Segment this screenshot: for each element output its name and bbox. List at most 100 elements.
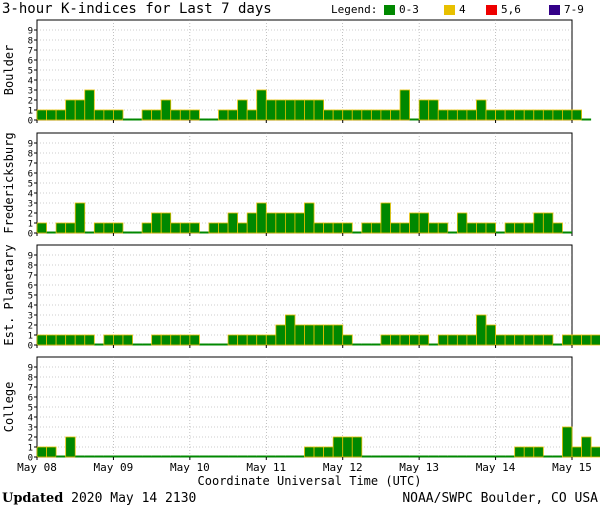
- kindex-bar: [370, 109, 382, 121]
- kindex-bar: [456, 212, 468, 234]
- y-tick-label: 6: [28, 282, 33, 292]
- y-tick-label: 5: [28, 292, 33, 302]
- legend-swatch-5-6: [486, 5, 497, 15]
- kindex-bar: [552, 222, 563, 234]
- x-axis-label: Coordinate Universal Time (UTC): [198, 474, 422, 488]
- kindex-bar: [514, 446, 525, 458]
- kindex-bar: [418, 334, 430, 346]
- kindex-bar: [179, 222, 191, 234]
- y-tick-label: 7: [28, 384, 33, 394]
- kindex-bar: [428, 99, 439, 121]
- y-tick-label: 6: [28, 170, 33, 180]
- kindex-bar: [542, 334, 554, 346]
- kindex-bar: [571, 109, 582, 121]
- station-label-college: College: [2, 382, 16, 433]
- kindex-bar: [284, 212, 296, 234]
- kindex-bar: [160, 212, 172, 234]
- y-tick-label: 4: [28, 77, 33, 87]
- kindex-bar: [456, 109, 468, 121]
- y-tick-label: 5: [28, 180, 33, 190]
- y-tick-label: 8: [28, 150, 33, 160]
- kindex-bar: [409, 334, 420, 346]
- kindex-bar: [246, 334, 258, 346]
- kindex-bar: [590, 446, 600, 458]
- y-tick-label: 3: [28, 87, 33, 97]
- y-tick-label: 3: [28, 312, 33, 322]
- y-tick-label: 0: [28, 117, 33, 127]
- x-tick-label: May 11: [246, 461, 286, 474]
- kindex-bar: [390, 334, 401, 346]
- kindex-bar: [46, 446, 57, 458]
- kindex-bar: [141, 109, 153, 121]
- kindex-bar: [304, 99, 315, 121]
- kindex-bar: [504, 334, 516, 346]
- kindex-bar: [485, 109, 496, 121]
- kindex-bar: [275, 324, 286, 346]
- kindex-bar: [571, 446, 582, 458]
- y-tick-label: 1: [28, 220, 33, 230]
- y-tick-label: 3: [28, 200, 33, 210]
- legend-label: Legend:: [331, 3, 378, 16]
- kindex-bar: [323, 222, 334, 234]
- kindex-bar: [323, 446, 334, 458]
- y-tick-label: 2: [28, 210, 33, 220]
- kindex-bar: [93, 222, 105, 234]
- kindex-bar: [36, 222, 47, 234]
- legend-swatch-0-3: [384, 5, 395, 15]
- kindex-bar: [332, 436, 344, 458]
- kindex-bar: [361, 222, 372, 234]
- kindex-bar: [275, 212, 286, 234]
- kindex-bar: [227, 109, 239, 121]
- kindex-bar: [265, 99, 277, 121]
- x-tick-label: May 15: [552, 461, 592, 474]
- y-tick-label: 0: [28, 230, 33, 240]
- kindex-bar: [523, 334, 535, 346]
- kindex-bar: [447, 109, 458, 121]
- kindex-bar: [113, 334, 124, 346]
- kindex-bar: [542, 212, 554, 234]
- kindex-bar: [485, 222, 496, 234]
- kindex-bar: [218, 109, 229, 121]
- kindex-bar: [562, 334, 573, 346]
- kindex-bar: [399, 89, 410, 121]
- kindex-bar: [141, 222, 153, 234]
- x-tick-label: May 08: [17, 461, 57, 474]
- kindex-bar: [409, 212, 420, 234]
- kindex-bar: [562, 426, 573, 458]
- kindex-bar: [237, 222, 248, 234]
- kindex-bar: [103, 334, 114, 346]
- kindex-bar: [313, 99, 325, 121]
- kindex-bar: [332, 109, 344, 121]
- kindex-bar: [294, 212, 305, 234]
- kindex-bar: [227, 212, 239, 234]
- kindex-bar: [495, 109, 506, 121]
- kindex-bar: [447, 334, 458, 346]
- kindex-bar: [170, 222, 181, 234]
- kindex-bar: [218, 222, 229, 234]
- kindex-bar: [514, 334, 525, 346]
- kindex-bar: [36, 446, 47, 458]
- kindex-bar: [351, 436, 363, 458]
- kindex-bar: [313, 324, 325, 346]
- kindex-bar: [332, 222, 344, 234]
- y-tick-label: 4: [28, 414, 33, 424]
- kindex-bar: [523, 109, 535, 121]
- kindex-bar: [227, 334, 239, 346]
- legend-swatch-4: [444, 5, 455, 15]
- kindex-bar: [428, 222, 439, 234]
- kindex-bar: [514, 222, 525, 234]
- kindex-bar: [74, 334, 86, 346]
- kindex-bar: [304, 446, 315, 458]
- kindex-bar: [151, 212, 162, 234]
- kindex-bar: [380, 202, 391, 234]
- kindex-bar: [246, 212, 258, 234]
- kindex-bar: [304, 324, 315, 346]
- kindex-bar: [581, 334, 592, 346]
- kindex-bar: [342, 334, 353, 346]
- y-tick-label: 5: [28, 404, 33, 414]
